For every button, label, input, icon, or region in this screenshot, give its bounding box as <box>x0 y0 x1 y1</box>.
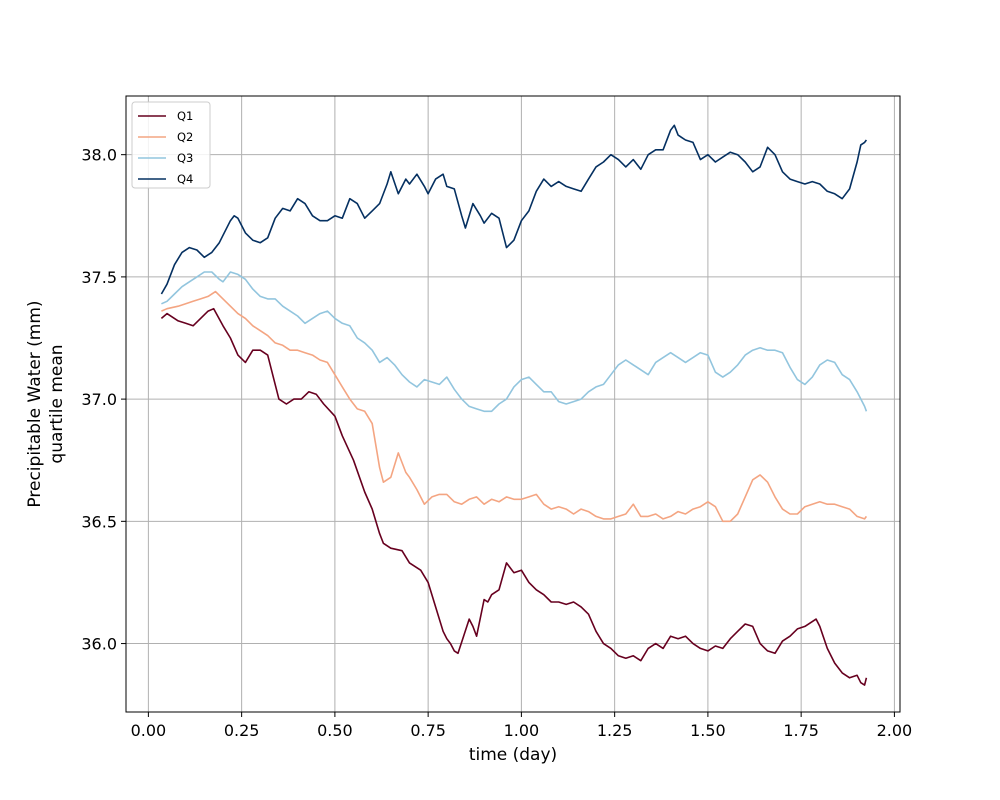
x-tick-label: 1.75 <box>783 721 819 740</box>
legend-label-q3: Q3 <box>177 151 193 165</box>
y-tick-label: 36.0 <box>81 635 117 654</box>
y-tick-label: 38.0 <box>81 146 117 165</box>
y-tick-label: 37.5 <box>81 268 117 287</box>
x-tick-label: 1.50 <box>690 721 726 740</box>
x-axis-title: time (day) <box>469 745 557 765</box>
y-axis-title-line2: quartile mean <box>47 344 67 463</box>
legend-box <box>131 101 211 189</box>
legend-label-q1: Q1 <box>177 109 193 123</box>
y-axis-title-line1: Precipitable Water (mm) <box>25 300 45 507</box>
series-line-q2 <box>161 290 868 523</box>
series-line-q3 <box>161 271 868 413</box>
y-tick-label: 36.5 <box>81 512 117 531</box>
x-tick-label: 1.00 <box>504 721 540 740</box>
x-tick-label: 0.50 <box>317 721 353 740</box>
series-lines <box>160 124 868 686</box>
legend: Q1 Q2 Q3 Q4 <box>131 101 211 189</box>
gridlines <box>126 96 900 712</box>
plot-frame <box>125 95 901 713</box>
x-tick-label: 1.25 <box>597 721 633 740</box>
y-tick-label: 37.0 <box>81 390 117 409</box>
x-tick-label: 0.25 <box>224 721 260 740</box>
x-tick-label: 0.75 <box>410 721 446 740</box>
legend-label-q2: Q2 <box>177 130 193 144</box>
y-axis-ticks: 36.0 36.5 37.0 37.5 38.0 <box>81 146 126 654</box>
series-line-q1 <box>160 307 868 686</box>
legend-label-q4: Q4 <box>177 172 193 186</box>
x-tick-label: 2.00 <box>877 721 913 740</box>
x-axis-ticks: 0.00 0.25 0.50 0.75 1.00 1.25 1.50 1.75 2.00 <box>131 712 913 740</box>
x-tick-label: 0.00 <box>131 721 167 740</box>
series-line-q4 <box>160 124 868 295</box>
